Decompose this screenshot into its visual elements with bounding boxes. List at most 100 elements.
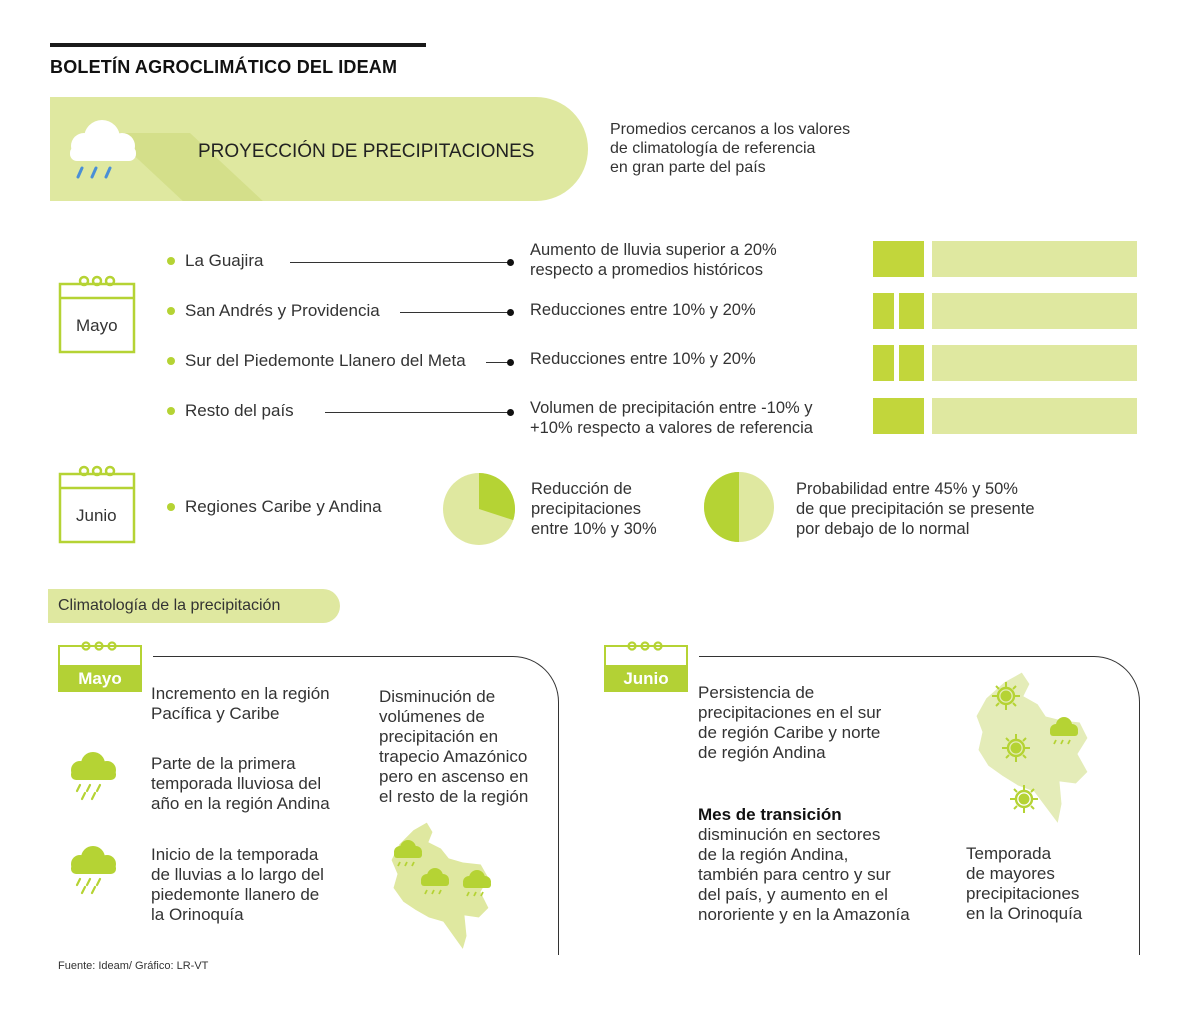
region-desc: Aumento de lluvia superior a 20% respect… [530,240,777,280]
may-item-line: de lluvias a lo largo del [151,865,324,884]
region-resto-pais: Resto del país [185,401,294,420]
amazon-line: Disminución de [379,687,496,706]
desc-line: Aumento de lluvia superior a 20% [530,241,777,259]
amazon-line: trapecio Amazónico [379,747,528,766]
may-item-line: temporada lluviosa del [151,774,322,793]
bar-segment [899,345,924,381]
pie-probability [704,472,774,542]
bar-remainder [932,241,1137,277]
desc-line: Volumen de precipitación entre -10% y [530,399,813,417]
pie1-line: precipitaciones [531,500,642,518]
amazon-line: precipitación en [379,727,499,746]
pie2-line: Probabilidad entre 45% y 50% [796,480,1018,498]
bullet-dot [167,503,175,511]
pie1-text: Reducción de precipitaciones entre 10% y… [531,479,657,539]
intro-line: en gran parte del país [610,159,766,176]
season-line: de mayores [966,864,1055,883]
colombia-map-june [975,671,1089,826]
climatology-title: Climatología de la precipitación [58,597,281,614]
june-frame [699,656,1140,955]
page-title: BOLETÍN AGROCLIMÁTICO DEL IDEAM [50,57,398,77]
projection-banner [50,97,588,201]
desc-line: Reducciones entre 10% y 20% [530,350,756,368]
desc-line: respecto a promedios históricos [530,261,763,279]
connector-end [507,409,514,416]
bar-remainder [932,345,1137,381]
rain-cloud-icon [421,868,449,895]
may-item-1: Incremento en la región Pacífica y Carib… [151,684,330,724]
persist-line: precipitaciones en el sur [698,703,882,722]
connector-end [507,309,514,316]
transition-title: Mes de transición [698,805,842,824]
pie2-line: de que precipitación se presente [796,500,1035,518]
connector-line [325,412,510,413]
may-amazon-text: Disminución de volúmenes de precipitació… [379,687,528,807]
persist-line: de región Caribe y norte [698,723,881,742]
may-item-line: piedemonte llanero de [151,885,320,904]
may-item-line: Pacífica y Caribe [151,704,280,723]
intro-line: de climatología de referencia [610,140,816,157]
pie2-text: Probabilidad entre 45% y 50% de que prec… [796,479,1035,539]
banner-title: PROYECCIÓN DE PRECIPITACIONES [198,141,535,162]
region-san-andres: San Andrés y Providencia [185,301,380,320]
banner-shadow [110,133,263,201]
amazon-line: volúmenes de [379,707,485,726]
region-desc: Volumen de precipitación entre -10% y +1… [530,398,813,438]
rain-cloud-icon [1050,717,1078,745]
region-caribe-andina: Regiones Caribe y Andina [185,497,382,516]
transition-line: del país, y aumento en el [698,885,888,904]
bar-segment [873,345,894,381]
region-la-guajira: La Guajira [185,251,264,270]
rain-cloud-icon [70,120,136,179]
calendar-june-icon [58,465,136,544]
sun-icon [1002,734,1030,762]
tab-june: Junio [604,665,688,692]
bar-remainder [932,398,1137,434]
transition-line: disminución en sectores [698,825,881,844]
intro-text: Promedios cercanos a los valores de clim… [610,120,850,177]
connector-end [507,359,514,366]
bar-segment [899,293,924,329]
june-persist-text: Persistencia de precipitaciones en el su… [698,683,881,763]
persist-line: Persistencia de [698,683,815,702]
region-desc: Reducciones entre 10% y 20% [530,300,756,320]
season-line: Temporada [966,844,1052,863]
intro-line: Promedios cercanos a los valores [610,121,851,138]
may-item-line: la Orinoquía [151,905,244,924]
may-item-3: Inicio de la temporada de lluvias a lo l… [151,845,324,925]
desc-line: Reducciones entre 10% y 20% [530,301,756,319]
bullet-dot [167,357,175,365]
connector-end [507,259,514,266]
pie1-line: entre 10% y 30% [531,520,657,538]
rain-cloud-icon [463,870,491,897]
pie2-line: por debajo de lo normal [796,520,970,538]
connector-line [486,362,510,363]
may-item-2: Parte de la primera temporada lluviosa d… [151,754,330,814]
colombia-map-may [390,821,491,952]
bar-segment [873,241,924,277]
may-item-line: Parte de la primera [151,754,296,773]
amazon-line: el resto de la región [379,787,529,806]
pie-reduction [443,473,516,545]
transition-line: nororiente y en la Amazonía [698,905,910,924]
calendar-may-icon [58,275,136,354]
source-credit: Fuente: Ideam/ Gráfico: LR-VT [58,960,209,972]
sun-icon [1010,785,1038,813]
pie-slice [704,472,739,542]
june-season-text: Temporada de mayores precipitaciones en … [966,844,1082,924]
may-frame [153,656,559,955]
pie1-line: Reducción de [531,480,632,498]
transition-line: de la región Andina, [698,845,849,864]
rain-cloud-icon [71,846,116,895]
bullet-dot [167,307,175,315]
may-item-line: año en la región Andina [151,794,330,813]
calendar-may-label: Mayo [76,316,118,335]
persist-line: de región Andina [698,743,826,762]
rain-cloud-icon [394,840,422,867]
may-item-line: Inicio de la temporada [151,845,319,864]
connector-line [400,312,510,313]
amazon-line: pero en ascenso en [379,767,529,786]
region-piedemonte-meta: Sur del Piedemonte Llanero del Meta [185,351,466,370]
bullet-dot [167,407,175,415]
sun-icon [992,682,1020,710]
